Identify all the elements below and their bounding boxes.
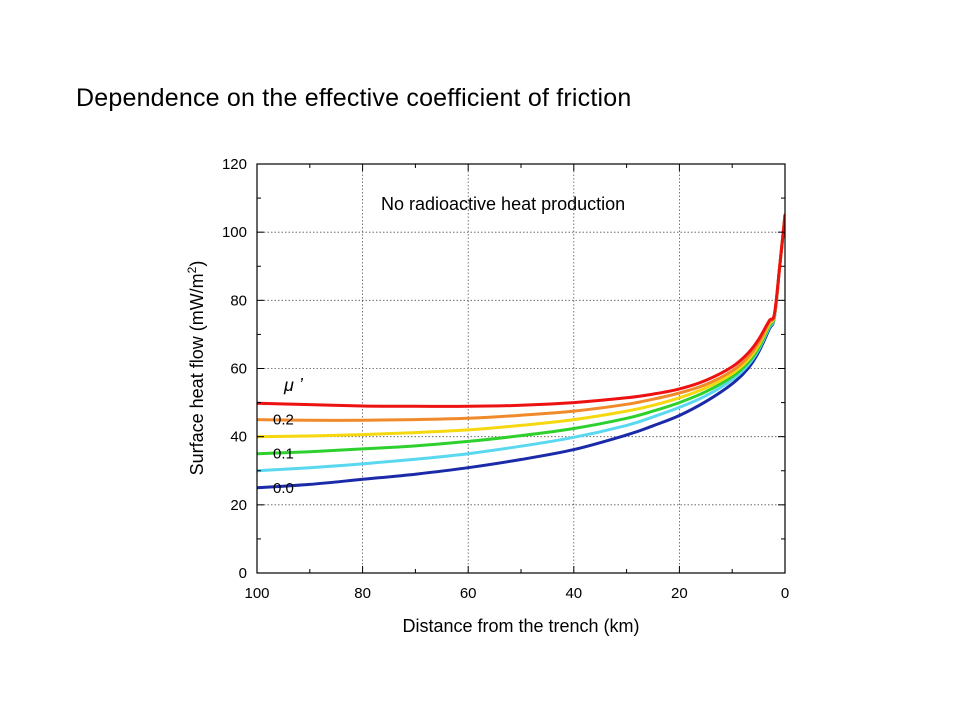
y-tick-label: 20 bbox=[230, 497, 247, 514]
tick-labels: 100 80 60 40 20 0 0 20 40 60 80 100 120 bbox=[222, 156, 789, 602]
x-tick-label: 100 bbox=[244, 585, 269, 602]
series-line-1 bbox=[257, 213, 785, 422]
legend-title: μ ’ bbox=[283, 375, 304, 395]
x-tick-label: 60 bbox=[460, 585, 477, 602]
x-tick-label: 40 bbox=[565, 585, 582, 602]
series-line-3 bbox=[257, 213, 785, 456]
legend: μ ’ 0.2 0.1 0.0 bbox=[273, 375, 304, 497]
x-tick-label: 20 bbox=[671, 585, 688, 602]
y-tick-label: 40 bbox=[230, 429, 247, 446]
legend-label-0.1: 0.1 bbox=[273, 446, 294, 463]
annotation-text: No radioactive heat production bbox=[381, 194, 625, 214]
slide-title: Dependence on the effective coefficient … bbox=[76, 84, 632, 112]
legend-label-0.2: 0.2 bbox=[273, 412, 294, 429]
ticks bbox=[256, 163, 786, 574]
series-line-4 bbox=[257, 213, 785, 473]
grid bbox=[257, 164, 785, 573]
series-line-0 bbox=[257, 213, 785, 408]
y-tick-label: 0 bbox=[239, 565, 247, 582]
y-tick-label: 120 bbox=[222, 156, 247, 173]
y-tick-label: 80 bbox=[230, 292, 247, 309]
y-axis-label-main: Surface heat flow (mW/m bbox=[187, 273, 207, 475]
series-layer bbox=[257, 213, 785, 490]
y-tick-label: 100 bbox=[222, 224, 247, 241]
y-axis-label: Surface heat flow (mW/m2) bbox=[185, 261, 207, 476]
y-axis-label-close: ) bbox=[187, 261, 207, 267]
x-axis-label: Distance from the trench (km) bbox=[402, 616, 639, 636]
x-tick-label: 80 bbox=[354, 585, 371, 602]
x-tick-label: 0 bbox=[781, 585, 789, 602]
series-line-2 bbox=[257, 213, 785, 439]
y-axis-label-sup: 2 bbox=[185, 266, 199, 273]
legend-label-0.0: 0.0 bbox=[273, 480, 294, 497]
y-tick-label: 60 bbox=[230, 361, 247, 378]
